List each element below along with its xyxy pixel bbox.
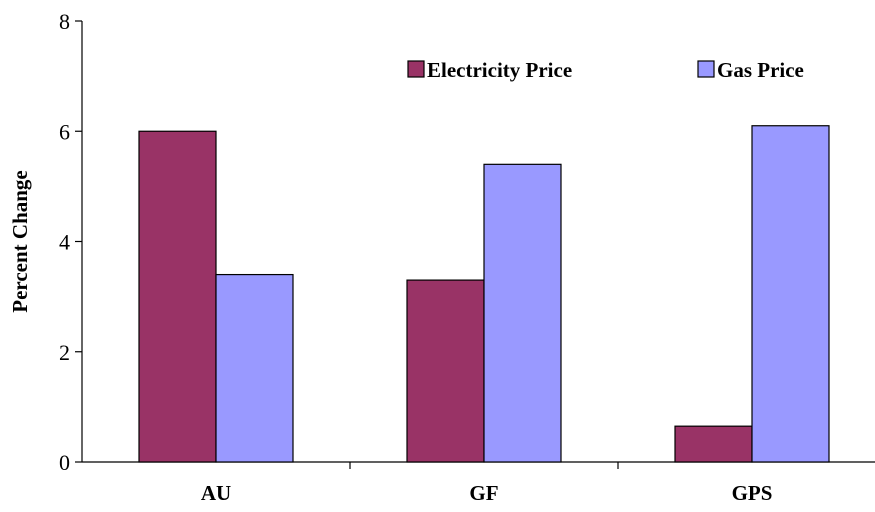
category-labels: AU GF GPS <box>201 481 773 505</box>
x-category-label: GF <box>469 481 498 505</box>
y-tick-label: 2 <box>59 340 70 365</box>
y-tick-label: 0 <box>59 450 70 475</box>
bar-gas-price-au <box>215 273 294 463</box>
bar-gas-price-gf <box>483 163 562 463</box>
y-tick-label: 8 <box>59 9 70 34</box>
legend: Electricity Price Gas Price <box>407 58 804 82</box>
bar-electricity-price-au <box>138 130 217 463</box>
y-axis-title: Percent Change <box>8 170 32 313</box>
bars <box>138 125 830 463</box>
x-category-label: GPS <box>732 481 773 505</box>
x-category-label: AU <box>201 481 231 505</box>
bar-electricity-price-gps <box>674 425 753 463</box>
y-axis-ticks: 0 2 4 6 8 <box>59 9 82 475</box>
x-axis-ticks <box>349 462 619 469</box>
y-tick-label: 6 <box>59 119 70 144</box>
bar-gas-price-gps <box>751 125 830 463</box>
legend-swatch <box>697 60 715 78</box>
legend-label: Electricity Price <box>427 58 572 82</box>
legend-label: Gas Price <box>717 58 804 82</box>
y-tick-label: 4 <box>59 230 70 255</box>
bar-electricity-price-gf <box>406 279 485 463</box>
legend-swatch <box>407 60 425 78</box>
